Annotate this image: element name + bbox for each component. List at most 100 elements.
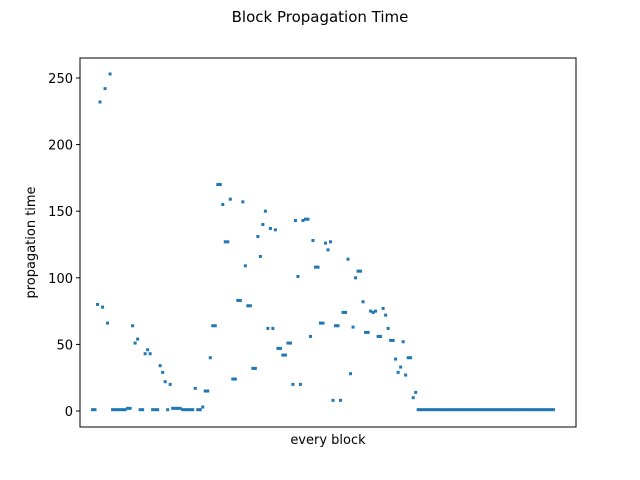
data-point bbox=[258, 254, 262, 258]
data-point bbox=[128, 406, 132, 410]
data-point bbox=[489, 408, 493, 412]
data-point bbox=[461, 408, 465, 412]
data-point bbox=[281, 353, 285, 357]
data-point bbox=[321, 321, 325, 325]
data-point bbox=[91, 408, 95, 412]
data-point bbox=[411, 396, 415, 400]
data-point bbox=[496, 408, 500, 412]
chart-title: Block Propagation Time bbox=[232, 8, 409, 26]
data-point bbox=[93, 408, 97, 412]
data-point bbox=[409, 356, 413, 360]
data-point bbox=[276, 346, 280, 350]
data-point bbox=[509, 408, 513, 412]
data-point bbox=[449, 408, 453, 412]
data-point bbox=[389, 338, 393, 342]
data-point bbox=[123, 408, 127, 412]
data-point bbox=[331, 398, 335, 402]
data-point bbox=[121, 408, 125, 412]
data-point bbox=[126, 406, 130, 410]
data-point bbox=[158, 364, 162, 368]
data-point bbox=[198, 408, 202, 412]
y-tick-label: 0 bbox=[65, 405, 73, 420]
data-point bbox=[313, 265, 317, 269]
data-point bbox=[221, 203, 225, 207]
data-point bbox=[361, 300, 365, 304]
data-point bbox=[228, 197, 232, 201]
data-point bbox=[133, 341, 137, 345]
data-point bbox=[181, 408, 185, 412]
data-point bbox=[459, 408, 463, 412]
data-point bbox=[211, 324, 215, 328]
data-point bbox=[171, 406, 175, 410]
data-point bbox=[516, 408, 520, 412]
data-point bbox=[549, 408, 553, 412]
data-point bbox=[444, 408, 448, 412]
data-point bbox=[243, 264, 247, 268]
data-point bbox=[476, 408, 480, 412]
data-point bbox=[546, 408, 550, 412]
data-point bbox=[261, 223, 265, 227]
data-point bbox=[501, 408, 505, 412]
data-point bbox=[521, 408, 525, 412]
data-point bbox=[241, 200, 245, 204]
data-points bbox=[91, 72, 555, 412]
data-point bbox=[404, 373, 408, 377]
data-point bbox=[326, 248, 330, 252]
data-point bbox=[519, 408, 523, 412]
data-point bbox=[376, 334, 380, 338]
data-point bbox=[529, 408, 533, 412]
data-point bbox=[308, 334, 312, 338]
data-point bbox=[206, 389, 210, 393]
data-point bbox=[436, 408, 440, 412]
data-point bbox=[336, 324, 340, 328]
data-point bbox=[414, 390, 418, 394]
data-point bbox=[108, 72, 112, 76]
data-point bbox=[201, 405, 205, 409]
data-point bbox=[379, 334, 383, 338]
data-point bbox=[176, 406, 180, 410]
data-point bbox=[226, 240, 230, 244]
y-ticks: 0 50 100 150 200 250 bbox=[48, 72, 80, 420]
data-point bbox=[191, 408, 195, 412]
data-point bbox=[246, 304, 250, 308]
data-point bbox=[168, 382, 172, 386]
data-point bbox=[419, 408, 423, 412]
data-point bbox=[466, 408, 470, 412]
data-point bbox=[484, 408, 488, 412]
data-point bbox=[163, 380, 167, 384]
data-point bbox=[178, 406, 182, 410]
data-point bbox=[364, 330, 368, 334]
data-point bbox=[271, 326, 275, 330]
data-point bbox=[481, 408, 485, 412]
data-point bbox=[359, 269, 363, 273]
data-point bbox=[386, 326, 390, 330]
data-point bbox=[291, 382, 295, 386]
data-point bbox=[471, 408, 475, 412]
data-point bbox=[256, 235, 260, 239]
data-point bbox=[406, 356, 410, 360]
data-point bbox=[263, 209, 267, 213]
data-point bbox=[474, 408, 478, 412]
data-point bbox=[266, 326, 270, 330]
data-point bbox=[186, 408, 190, 412]
data-point bbox=[218, 183, 222, 187]
data-point bbox=[446, 408, 450, 412]
data-point bbox=[366, 330, 370, 334]
data-point bbox=[323, 241, 327, 245]
data-point bbox=[116, 408, 120, 412]
data-point bbox=[306, 217, 310, 221]
data-point bbox=[334, 324, 338, 328]
data-point bbox=[469, 408, 473, 412]
data-point bbox=[188, 408, 192, 412]
data-point bbox=[429, 408, 433, 412]
data-point bbox=[148, 352, 152, 356]
data-point bbox=[464, 408, 468, 412]
data-point bbox=[391, 338, 395, 342]
data-point bbox=[504, 408, 508, 412]
data-point bbox=[424, 408, 428, 412]
data-point bbox=[193, 386, 197, 390]
data-point bbox=[524, 408, 528, 412]
data-point bbox=[153, 408, 157, 412]
data-point bbox=[544, 408, 548, 412]
data-point bbox=[296, 274, 300, 278]
